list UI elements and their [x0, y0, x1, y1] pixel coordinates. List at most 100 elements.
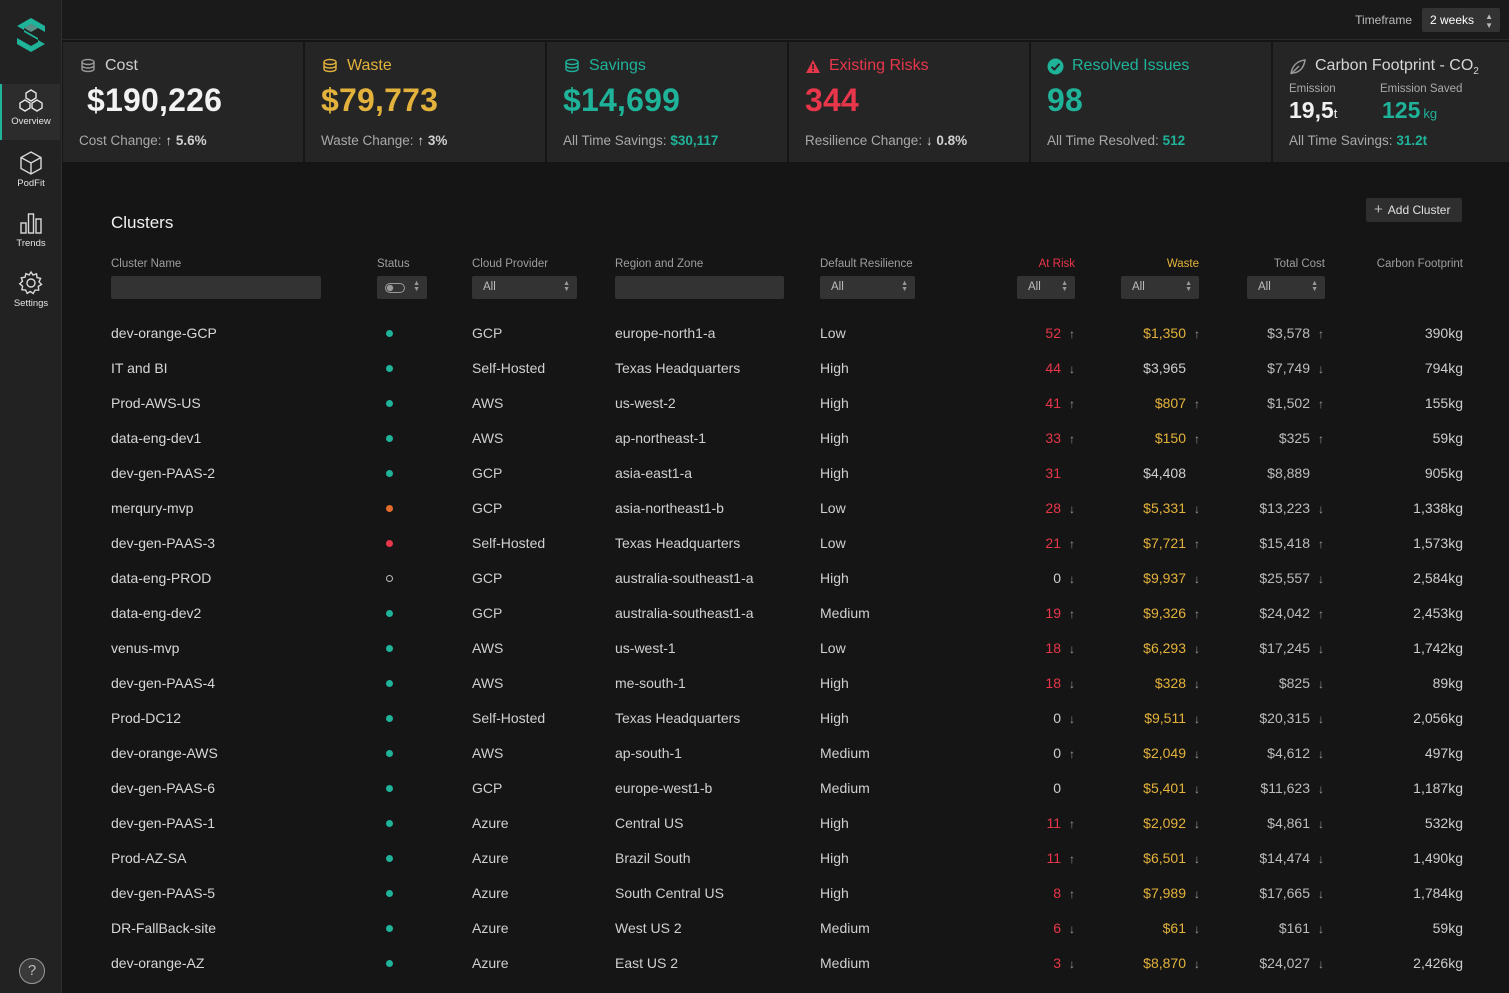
cluster-name[interactable]: venus-mvp — [111, 640, 180, 656]
cloud-provider: Azure — [472, 815, 509, 831]
total-cost-value: $15,418 — [1259, 535, 1310, 551]
cluster-name[interactable]: IT and BI — [111, 360, 168, 376]
table-row[interactable]: dev-gen-PAAS-6 GCP europe-west1-b Medium 0 $5… — [62, 771, 1509, 806]
table-row[interactable]: dev-gen-PAAS-2 GCP asia-east1-a High 31 $4,40… — [62, 456, 1509, 491]
cluster-name[interactable]: merqury-mvp — [111, 500, 194, 516]
cluster-name[interactable]: dev-gen-PAAS-5 — [111, 885, 216, 901]
table-row[interactable]: DR-FallBack-site Azure West US 2 Medium 6 ↓ $6… — [62, 911, 1509, 946]
sidebar-item-trends[interactable]: Trends — [2, 206, 60, 262]
table-row[interactable]: merqury-mvp GCP asia-northeast1-b Low 28 ↓ $5,… — [62, 491, 1509, 526]
table-row[interactable]: data-eng-dev1 AWS ap-northeast-1 High 33 ↑ $15… — [62, 421, 1509, 456]
col-header-cost[interactable]: Total Cost — [1273, 258, 1325, 270]
waste-cell: $328 ↓ — [1155, 666, 1200, 702]
table-row[interactable]: dev-orange-AWS AWS ap-south-1 Medium 0 ↑ $2,04… — [62, 736, 1509, 771]
col-header-waste[interactable]: Waste — [1166, 258, 1199, 270]
default-resilience: High — [820, 430, 849, 446]
name-filter-input[interactable] — [111, 276, 321, 299]
table-row[interactable]: dev-gen-PAAS-4 AWS me-south-1 High 18 ↓ $328 ↓ $… — [62, 666, 1509, 701]
trend-arrow-icon: ↓ — [1069, 502, 1075, 516]
plus-icon: + — [1374, 201, 1383, 218]
cluster-name[interactable]: dev-orange-AZ — [111, 955, 205, 971]
table-row[interactable]: dev-gen-PAAS-3 Self-Hosted Texas Headquart… — [62, 526, 1509, 561]
table-row[interactable]: data-eng-PROD GCP australia-southeast1-a Hi… — [62, 561, 1509, 596]
col-header-name[interactable]: Cluster Name — [111, 258, 182, 270]
risk-filter-select[interactable]: All ▲ ▼ — [1017, 276, 1075, 299]
carbon-footprint: 1,338kg — [1413, 500, 1463, 516]
cluster-name[interactable]: Prod-AWS-US — [111, 395, 201, 411]
trend-arrow-icon: ↓ — [1069, 712, 1075, 726]
table-row[interactable]: dev-gen-PAAS-5 Azure South Central US High 8… — [62, 876, 1509, 911]
region-filter-input[interactable] — [615, 276, 784, 299]
waste-cell: $5,401 ↓ — [1143, 771, 1200, 807]
cluster-name[interactable]: dev-orange-AWS — [111, 745, 218, 761]
trend-arrow-icon: ↓ — [1318, 782, 1324, 796]
at-risk-value: 11 — [1046, 850, 1061, 866]
col-header-cloud[interactable]: Cloud Provider — [472, 258, 549, 270]
cluster-name[interactable]: Prod-DC12 — [111, 710, 182, 726]
cluster-name[interactable]: dev-orange-GCP — [111, 325, 217, 341]
col-header-risk[interactable]: At Risk — [1038, 258, 1075, 270]
sidebar-item-settings[interactable]: Settings — [2, 266, 60, 322]
cluster-name[interactable]: dev-gen-PAAS-3 — [111, 535, 216, 551]
bar-chart-icon — [20, 213, 42, 234]
cluster-name[interactable]: DR-FallBack-site — [111, 920, 217, 936]
table-row[interactable]: data-eng-dev2 GCP australia-southeast1-a Me… — [62, 596, 1509, 631]
sidebar-item-podfit[interactable]: PodFit — [2, 146, 60, 202]
default-resilience: High — [820, 395, 849, 411]
cluster-name[interactable]: data-eng-PROD — [111, 570, 212, 586]
waste-value: $3,965 — [1143, 360, 1186, 376]
kpi-risks-foot-value: 0.8% — [936, 133, 968, 148]
table-row[interactable]: dev-gen-PAAS-1 Azure Central US High 11 ↑ $2,0… — [62, 806, 1509, 841]
arrow-up-icon: ↑ — [417, 133, 425, 148]
default-resilience: Medium — [820, 955, 870, 971]
table-row[interactable]: dev-orange-GCP GCP europe-north1-a Low 52 ↑ $1… — [62, 316, 1509, 351]
total-cost-value: $11,623 — [1260, 780, 1310, 796]
cluster-name[interactable]: data-eng-dev2 — [111, 605, 202, 621]
col-header-carbon[interactable]: Carbon Footprint — [1376, 258, 1463, 270]
table-row[interactable]: dev-orange-AZ Azure East US 2 Medium 3 ↓ $8,87… — [62, 946, 1509, 981]
table-row[interactable]: Prod-AWS-US AWS us-west-2 High 41 ↑ $807 ↑ $1,50… — [62, 386, 1509, 421]
waste-filter-select[interactable]: All ▲ ▼ — [1121, 276, 1199, 299]
carbon-footprint: 905kg — [1424, 465, 1463, 481]
kpi-savings-title: Savings — [589, 57, 646, 74]
waste-value: $6,501 — [1143, 850, 1186, 866]
waste-cell: $5,331 ↓ — [1143, 491, 1200, 527]
cost-filter-select[interactable]: All ▲ ▼ — [1247, 276, 1325, 299]
table-row[interactable]: Prod-DC12 Self-Hosted Texas Headquarters Hi… — [62, 701, 1509, 736]
trend-arrow-icon: ↓ — [1318, 852, 1324, 866]
at-risk-value: 18 — [1045, 640, 1061, 656]
cluster-name[interactable]: Prod-AZ-SA — [111, 850, 187, 866]
col-header-resilience[interactable]: Default Resilience — [820, 258, 913, 270]
total-cost-cell: $25,557 ↓ — [1259, 561, 1324, 597]
table-row[interactable]: venus-mvp AWS us-west-1 Low 18 ↓ $6,293 ↓ $17,24… — [62, 631, 1509, 666]
table-row[interactable]: IT and BI Self-Hosted Texas Headquarters Hi… — [62, 351, 1509, 386]
cluster-name[interactable]: dev-gen-PAAS-1 — [111, 815, 216, 831]
at-risk-value: 0 — [1053, 570, 1061, 586]
timeframe-select[interactable]: 2 weeks ▲ ▼ — [1422, 8, 1500, 32]
resilience-filter-select[interactable]: All ▲ ▼ — [820, 276, 915, 299]
trend-arrow-icon: ↑ — [1318, 397, 1324, 411]
sidebar-item-overview[interactable]: Overview — [0, 84, 60, 140]
cluster-name[interactable]: dev-gen-PAAS-4 — [111, 675, 216, 691]
kpi-resolved-value: 98 — [1047, 82, 1083, 118]
cloud-provider: Self-Hosted — [472, 710, 546, 726]
waste-value: $150 — [1154, 430, 1186, 446]
cluster-name[interactable]: dev-gen-PAAS-6 — [111, 780, 216, 796]
status-filter-toggle[interactable]: ▲ ▼ — [377, 276, 427, 299]
help-button[interactable]: ? — [19, 958, 45, 984]
total-cost-value: $161 — [1278, 920, 1310, 936]
trend-arrow-icon: ↑ — [1069, 432, 1075, 446]
trend-arrow-icon: ↓ — [1318, 887, 1324, 901]
carbon-footprint: 59kg — [1432, 920, 1463, 936]
cloud-provider: AWS — [472, 675, 504, 691]
cloud-filter-select[interactable]: All ▲ ▼ — [472, 276, 577, 299]
add-cluster-button[interactable]: + Add Cluster — [1366, 198, 1462, 222]
carbon-footprint: 1,742kg — [1413, 640, 1463, 656]
total-cost-value: $24,042 — [1259, 605, 1310, 621]
col-header-status[interactable]: Status — [377, 258, 410, 270]
cluster-name[interactable]: dev-gen-PAAS-2 — [111, 465, 216, 481]
cluster-name[interactable]: data-eng-dev1 — [111, 430, 202, 446]
app-logo[interactable] — [16, 18, 46, 54]
table-row[interactable]: Prod-AZ-SA Azure Brazil South High 11 ↑ $6,501… — [62, 841, 1509, 876]
col-header-region[interactable]: Region and Zone — [615, 258, 704, 270]
